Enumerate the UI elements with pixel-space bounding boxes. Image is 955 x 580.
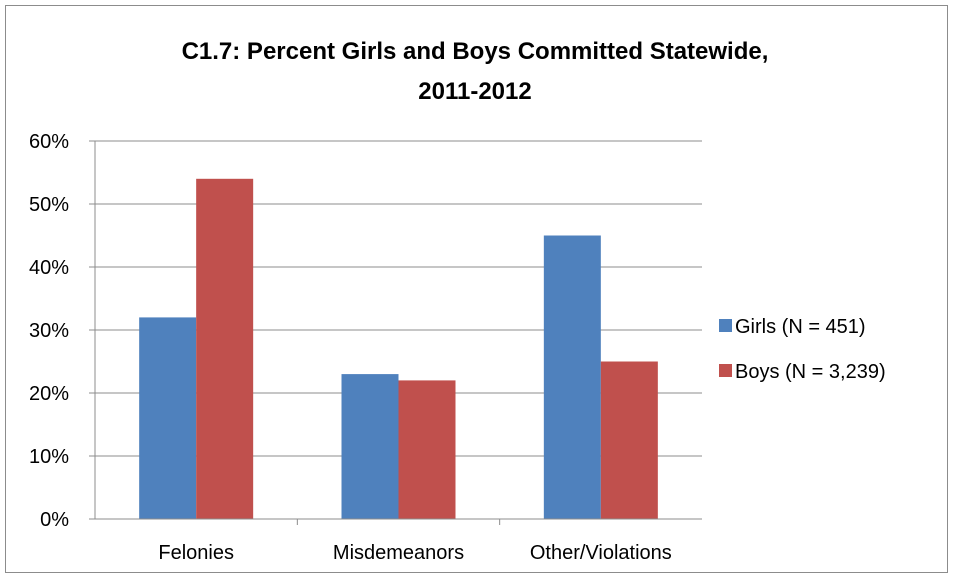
bar-boys: [398, 380, 456, 519]
x-tick-label: Other/Violations: [530, 542, 672, 564]
legend-swatch: [719, 364, 732, 377]
axes: [94, 141, 702, 525]
legend-label: Girls (N = 451): [735, 316, 866, 338]
bar-girls: [543, 235, 601, 519]
legend-swatch: [719, 319, 732, 332]
legend-label: Boys (N = 3,239): [735, 361, 886, 383]
y-tick-label: 60%: [29, 131, 69, 153]
y-tick-label: 10%: [29, 446, 69, 468]
bar-boys: [600, 361, 658, 519]
legend: Girls (N = 451) Boys (N = 3,239): [719, 316, 886, 383]
bar-boys: [196, 178, 254, 520]
x-tick-label: Misdemeanors: [333, 542, 464, 564]
bars: [139, 178, 658, 520]
chart-title-line-2: 2011-2012: [418, 78, 531, 105]
x-axis-tick-labels: Felonies Misdemeanors Other/Violations: [158, 542, 671, 564]
y-tick-label: 30%: [29, 320, 69, 342]
y-tick-label: 0%: [40, 509, 69, 531]
x-tick-label: Felonies: [158, 542, 234, 564]
bar-girls: [139, 317, 197, 519]
bar-girls: [341, 374, 399, 519]
y-tick-label: 50%: [29, 194, 69, 216]
y-tick-label: 20%: [29, 383, 69, 405]
y-axis-tick-labels: 0% 10% 20% 30% 40% 50% 60%: [29, 131, 69, 531]
chart-title-line-1: C1.7: Percent Girls and Boys Committed S…: [182, 38, 769, 65]
y-tick-label: 40%: [29, 257, 69, 279]
